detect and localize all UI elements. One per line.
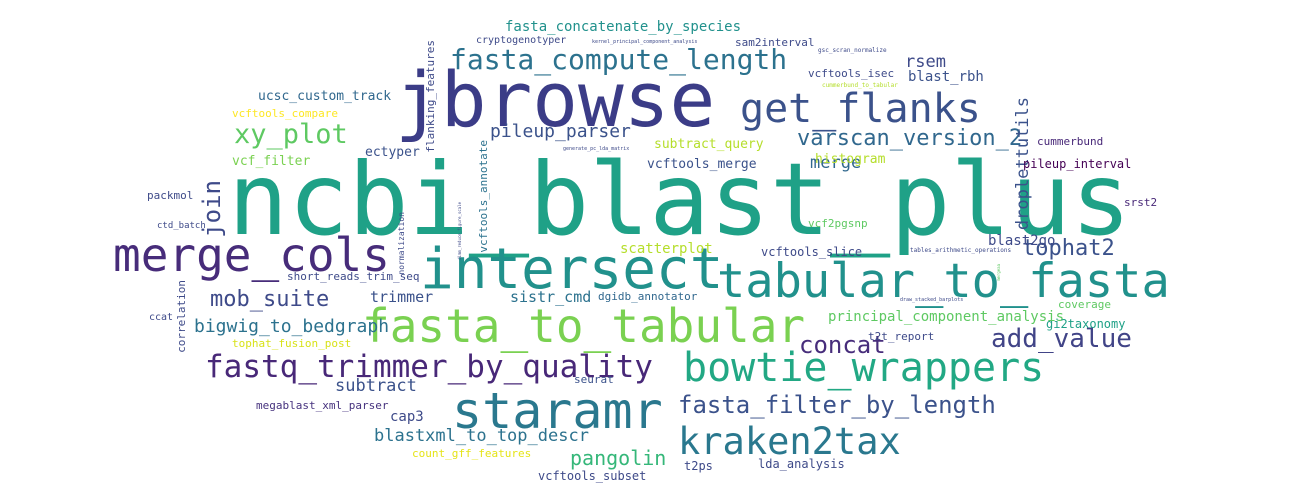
word-intersect: intersect xyxy=(420,237,724,302)
word-tophat-fusion-post: tophat_fusion_post xyxy=(232,337,352,350)
word-mergeaa: mergeaa xyxy=(996,264,1001,281)
word-srst2: srst2 xyxy=(1124,196,1158,209)
word-fastq-trimmer-by-quality: fastq_trimmer_by_quality xyxy=(205,349,653,385)
word-principal-component-analysis: principal_component_analysis xyxy=(828,309,1065,325)
word-ctd-batch: ctd_batch xyxy=(157,221,206,231)
word-vcftools-isec: vcftools_isec xyxy=(808,67,895,80)
word-lda-analysis: lda_analysis xyxy=(758,457,845,471)
word-generate-pc-lda-matrix: generate_pc_lda_matrix xyxy=(563,146,630,152)
word-vcftools-annotate: vcftools_annotate xyxy=(477,140,490,253)
word-pileup-parser: pileup_parser xyxy=(490,121,631,142)
word-merge: merge xyxy=(810,153,862,173)
word-vcftools-subset: vcftools_subset xyxy=(538,469,647,483)
word-normalization: normalization xyxy=(397,212,406,275)
word-gi2taxonomy: gi2taxonomy xyxy=(1046,317,1126,331)
word-trimmer: trimmer xyxy=(370,288,434,306)
word-kernel-principal-component-analysis: kernel_principal_component_analysis xyxy=(592,39,698,45)
word-ccat: ccat xyxy=(149,312,174,323)
word-dimm-reduce-figure-scale: dimm_reduce_figure_scale xyxy=(457,202,462,260)
word-tophat2: tophat2 xyxy=(1022,236,1115,261)
word-histogram: histogram xyxy=(815,152,886,167)
word-subtract: subtract xyxy=(335,376,417,396)
word-kraken2tax: kraken2tax xyxy=(678,420,901,463)
word-get-flanks: get_flanks xyxy=(740,86,981,132)
word-short-reads-trim-seq: short_reads_trim_seq xyxy=(287,270,420,283)
word-fasta-concatenate-by-species: fasta_concatenate_by_species xyxy=(505,19,742,35)
word-draw-stacked-barplots: draw_stacked_barplots xyxy=(900,297,964,303)
word-blastxml-to-top-descr: blastxml_to_top_descr xyxy=(374,426,589,446)
word-ncbi-blast-plus: ncbi_blast_plus xyxy=(228,141,1132,258)
word-cummerbund-to-tabular: cummerbund_to_tabular xyxy=(822,82,898,89)
word-vcftools-compare: vcftools_compare xyxy=(232,107,338,120)
word-blast-rbh: blast_rbh xyxy=(908,69,984,85)
word-tables-arithmetic-operations: tables_arithmetic_operations xyxy=(910,247,1012,254)
word-cap3: cap3 xyxy=(390,409,424,425)
word-pangolin: pangolin xyxy=(570,446,667,470)
word-gsc-scran-normalize: gsc_scran_normalize xyxy=(818,47,887,54)
word-megablast-xml-parser: megablast_xml_parser xyxy=(256,399,389,412)
word-coverage: coverage xyxy=(1058,298,1111,311)
word-merge-cols: merge_cols xyxy=(113,228,390,282)
word-ucsc-custom-track: ucsc_custom_track xyxy=(258,89,392,104)
word-staramr: staramr xyxy=(452,382,663,440)
word-vcftools-slice: vcftools_slice xyxy=(761,245,863,259)
word-vcftools-merge: vcftools_merge xyxy=(647,157,757,172)
word-fasta-filter-by-length: fasta_filter_by_length xyxy=(678,391,996,419)
word-scatterplot: scatterplot xyxy=(620,241,713,257)
word-t2ps: t2ps xyxy=(684,459,713,473)
word-mob-suite: mob_suite xyxy=(210,287,330,312)
word-cryptogenotyper: cryptogenotyper xyxy=(476,35,567,46)
word-vcf2pgsnp: vcf2pgsnp xyxy=(808,217,868,230)
word-blast2go: blast2go xyxy=(988,233,1056,249)
word-jbrowse: jbrowse xyxy=(395,55,716,144)
word-cummerbund: cummerbund xyxy=(1037,135,1104,148)
word-correlation: correlation xyxy=(175,280,188,353)
word-subtract-query: subtract_query xyxy=(654,137,764,152)
word-flanking-features: flanking_features xyxy=(424,40,437,153)
word-sam2interval: sam2interval xyxy=(735,36,815,49)
word-xy-plot: xy_plot xyxy=(234,119,348,150)
word-seurat: seurat xyxy=(574,373,614,386)
word-concat: concat xyxy=(799,331,886,359)
word-t2t-report: t2t_report xyxy=(868,330,935,343)
word-rsem: rsem xyxy=(905,52,946,72)
word-pileup-interval: pileup_interval xyxy=(1023,157,1132,171)
word-add-value: add_value xyxy=(991,324,1132,354)
word-varscan-version-2: varscan_version_2 xyxy=(797,126,1023,151)
word-ectyper: ectyper xyxy=(365,145,420,160)
word-count-gff-features: count_gff_features xyxy=(412,447,532,460)
word-vcf-filter: vcf_filter xyxy=(232,154,311,169)
word-sistr-cmd: sistr_cmd xyxy=(510,288,592,306)
word-packmol: packmol xyxy=(147,189,194,202)
word-dgidb-annotator: dgidb_annotator xyxy=(598,290,698,303)
word-bowtie-wrappers: bowtie_wrappers xyxy=(683,345,1045,391)
word-fasta-compute-length: fasta_compute_length xyxy=(450,43,788,76)
word-bigwig-to-bedgraph: bigwig_to_bedgraph xyxy=(194,316,390,337)
word-tabular-to-fasta: tabular_to_fasta xyxy=(717,254,1170,309)
word-fasta-to-tabular: fasta_to_tabular xyxy=(362,299,806,353)
